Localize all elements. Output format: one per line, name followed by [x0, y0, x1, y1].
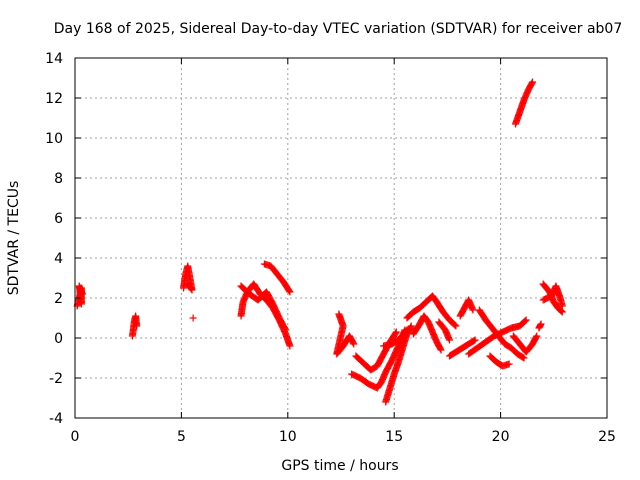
y-tick-label: 2	[54, 291, 63, 307]
axis-ticks: 0 5 10 15 20 25 -4 -2 0 2 4 6 8 10 12 14	[45, 51, 616, 445]
data-point	[470, 337, 478, 345]
x-tick-label: 5	[177, 429, 186, 445]
data-point	[533, 332, 541, 340]
x-tick-label: 15	[385, 429, 403, 445]
data-point	[471, 336, 479, 344]
x-tick-label: 25	[598, 429, 616, 445]
data-point	[407, 323, 415, 331]
data-point	[184, 280, 192, 288]
y-axis-label: SDTVAR / TECUs	[6, 181, 22, 296]
data-point	[184, 281, 192, 289]
x-tick-label: 0	[71, 429, 80, 445]
data-point	[558, 308, 566, 316]
data-point	[557, 307, 565, 315]
data-point	[285, 287, 293, 295]
data-point	[558, 302, 566, 310]
data-point	[521, 317, 529, 325]
data-point	[451, 321, 459, 329]
data-point	[532, 333, 540, 341]
data-point	[281, 325, 289, 333]
data-point	[469, 306, 477, 314]
data-point	[349, 339, 357, 347]
x-tick-label: 20	[492, 429, 510, 445]
data-point	[189, 314, 197, 322]
y-tick-label: 4	[54, 251, 63, 267]
y-tick-label: 6	[54, 211, 63, 227]
data-point	[286, 342, 294, 350]
data-point	[505, 360, 513, 368]
data-point	[392, 329, 400, 337]
y-tick-label: 0	[54, 331, 63, 347]
data-point	[522, 316, 530, 324]
x-tick-label: 10	[279, 429, 297, 445]
data-point	[286, 288, 294, 296]
data-point	[437, 346, 445, 354]
data-point	[529, 78, 537, 86]
y-tick-label: -4	[49, 411, 63, 427]
data-point	[537, 320, 545, 328]
y-tick-label: 8	[54, 171, 63, 187]
plot-frame	[74, 57, 608, 419]
data-point	[520, 354, 528, 362]
data-point	[407, 322, 415, 330]
data-point	[350, 340, 358, 348]
data-point	[528, 79, 536, 87]
data-point	[133, 322, 141, 330]
y-tick-label: 10	[45, 131, 63, 147]
data-point	[282, 326, 290, 334]
data-point	[436, 345, 444, 353]
data-point	[519, 353, 527, 361]
y-tick-label: -2	[49, 371, 63, 387]
chart-title: Day 168 of 2025, Sidereal Day-to-day VTE…	[54, 21, 623, 37]
y-tick-label: 14	[45, 51, 63, 67]
data-point	[446, 336, 454, 344]
grid-lines	[75, 58, 607, 418]
data-point	[557, 306, 565, 314]
x-axis-label: GPS time / hours	[281, 458, 398, 474]
y-tick-label: 12	[45, 91, 63, 107]
data-point	[78, 290, 86, 298]
data-point	[452, 322, 460, 330]
data-points	[73, 78, 566, 406]
data-point	[392, 328, 400, 336]
